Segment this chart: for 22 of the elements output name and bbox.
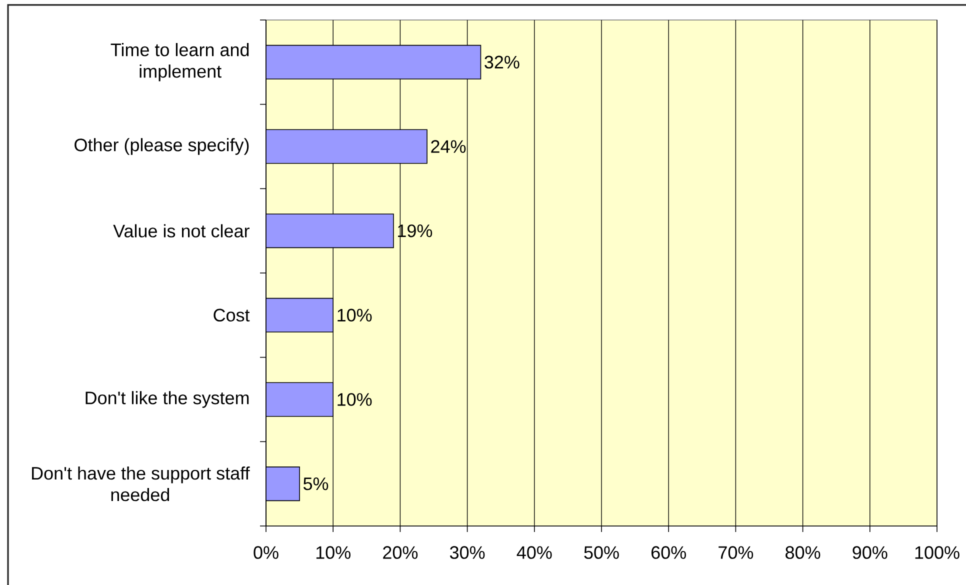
x-tick-label: 80%: [786, 546, 820, 559]
data-label: 32%: [484, 56, 520, 69]
y-tick-label: Time to learn and implement: [110, 43, 249, 82]
y-tick-label: Don't have the support staff needed: [32, 466, 250, 502]
x-tick-label: 30%: [450, 546, 485, 559]
data-label: 5%: [303, 477, 328, 490]
data-label: 10%: [338, 308, 372, 322]
y-tick-label: Don't like the system: [86, 391, 249, 408]
x-tick-label: 100%: [915, 546, 960, 559]
x-tick-label: 10%: [316, 546, 350, 559]
x-tick-label: 90%: [852, 546, 888, 559]
x-tick-label: 50%: [584, 546, 619, 559]
x-tick-label: 20%: [383, 546, 418, 559]
x-tick-label: 60%: [652, 546, 686, 559]
data-label: 10%: [338, 393, 372, 406]
y-tick-label: Value is not clear: [113, 224, 250, 238]
y-tick-label: Other (please specify): [74, 138, 249, 155]
y-tick-label: Cost: [214, 308, 250, 322]
x-tick-label: 70%: [718, 546, 754, 559]
x-tick-label: 40%: [516, 546, 552, 559]
data-label: 24%: [431, 140, 466, 153]
x-tick-label: 0%: [254, 546, 278, 559]
